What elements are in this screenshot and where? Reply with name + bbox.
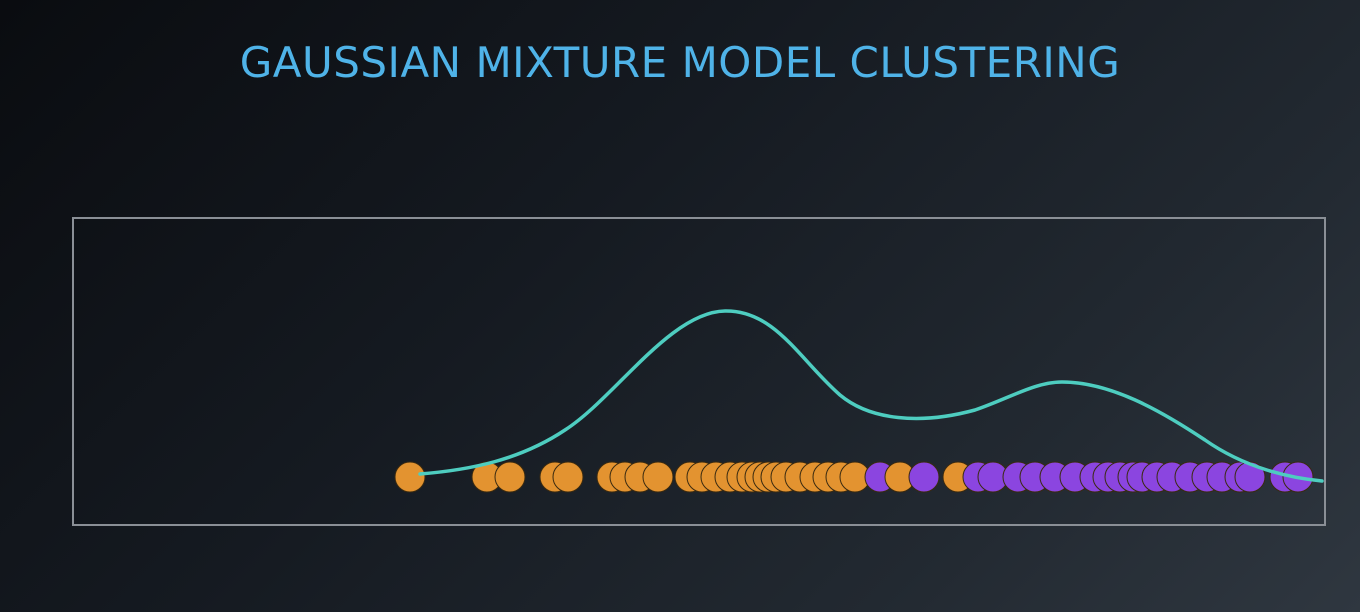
page-title: GAUSSIAN MIXTURE MODEL CLUSTERING <box>239 38 1121 87</box>
cluster-a-point <box>552 461 584 493</box>
plot-frame <box>72 217 1326 526</box>
cluster-b-point <box>908 461 940 493</box>
cluster-b-point <box>1234 461 1266 493</box>
data-points <box>394 461 1314 493</box>
cluster-a-point <box>642 461 674 493</box>
cluster-a-point <box>394 461 426 493</box>
cluster-a-point <box>494 461 526 493</box>
mixture-density-curve <box>418 309 1324 483</box>
